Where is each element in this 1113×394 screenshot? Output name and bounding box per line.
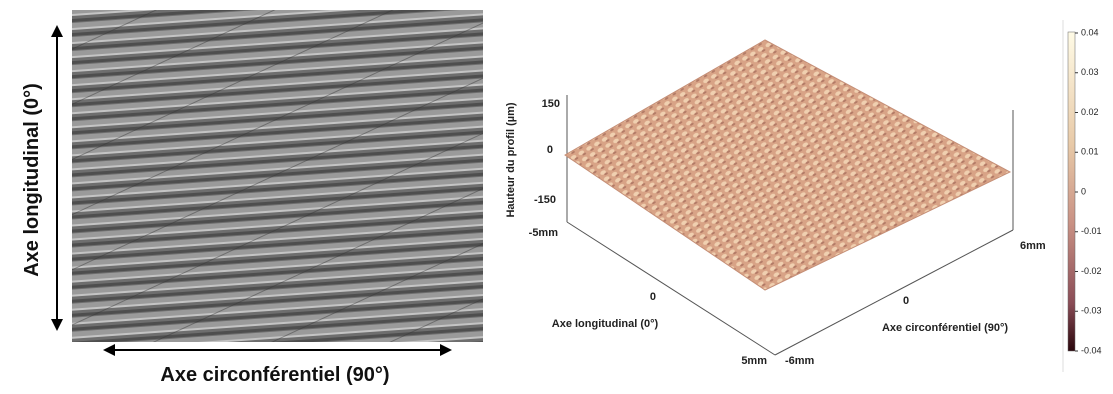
arrow-head	[103, 344, 115, 356]
z-tick-label: -150	[534, 194, 556, 206]
y-label: Axe longitudinal (0°)	[21, 83, 43, 277]
z-tick-label: 150	[542, 98, 560, 110]
colorbar-tick-label: 0.01	[1081, 147, 1099, 157]
surface	[564, 39, 1012, 291]
longitudinal-tick-label: 0	[650, 291, 656, 303]
circumferential-tick-label: 6mm	[1020, 240, 1046, 252]
colorbar-tick-label: -0.01	[1081, 226, 1102, 236]
arrow-head	[51, 319, 63, 331]
circumferential-label: Axe circonférentiel (90°)	[882, 322, 1008, 334]
circumferential-tick-label: 0	[903, 295, 909, 307]
longitudinal-tick-label: -5mm	[529, 227, 559, 239]
circumferential-tick-label: -6mm	[785, 355, 815, 367]
longitudinal-label: Axe longitudinal (0°)	[552, 318, 659, 330]
x-label: Axe circonférentiel (90°)	[160, 364, 389, 386]
arrows	[56, 34, 444, 351]
arrow-head	[51, 25, 63, 37]
colorbar-tick-label: 0.04	[1081, 27, 1099, 37]
colorbar-tick-label: -0.03	[1081, 306, 1102, 316]
colorbar-tick-label: 0	[1081, 186, 1086, 196]
longitudinal-tick-label: 5mm	[741, 355, 767, 367]
colorbar-tick-label: -0.04	[1081, 345, 1102, 355]
colorbar-tick-label: 0.02	[1081, 107, 1099, 117]
axes-box	[566, 95, 1014, 356]
micrograph-texture	[72, 10, 483, 342]
colorbar-tick-label: -0.02	[1081, 266, 1102, 276]
z-label: Hauteur du profil (µm)	[505, 102, 517, 217]
colorbar	[1067, 31, 1076, 352]
z-tick-label: 0	[547, 144, 553, 156]
colorbar-tick-label: 0.03	[1081, 67, 1099, 77]
arrow-head	[440, 344, 452, 356]
